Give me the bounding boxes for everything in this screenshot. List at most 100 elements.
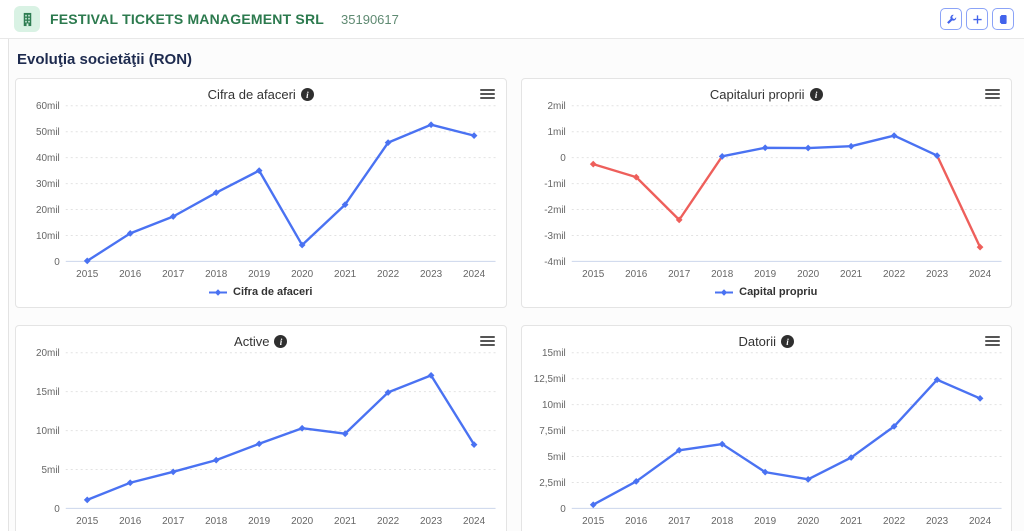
svg-text:7,5mil: 7,5mil xyxy=(539,426,566,437)
chart-menu-button[interactable] xyxy=(479,336,495,346)
svg-text:2020: 2020 xyxy=(797,516,820,527)
svg-text:2020: 2020 xyxy=(291,269,314,280)
chart-legend[interactable]: Capital propriu xyxy=(522,286,1012,298)
chart-title-text: Cifra de afaceri xyxy=(207,87,296,102)
info-icon[interactable]: i xyxy=(781,335,795,348)
svg-text:60mil: 60mil xyxy=(36,101,60,112)
svg-text:2015: 2015 xyxy=(582,516,605,527)
chart-card-cifra-de-afaceri: Cifra de afaceri i 0 10mil 20mil 30mil 40mil… xyxy=(15,78,507,308)
report-button[interactable] xyxy=(992,8,1014,30)
chart-card-datorii: Datorii i 0 2,5mil 5mil 7,5mil 10mil 12,5mil 1… xyxy=(520,325,1012,531)
svg-text:2022: 2022 xyxy=(377,269,400,280)
chart-canvas-cifra-de-afaceri: 0 10mil 20mil 30mil 40mil 50mil 60mil 2015 2016 2… xyxy=(36,101,496,280)
svg-text:2016: 2016 xyxy=(625,269,648,280)
main-content: Evoluţia societăţii (RON) Cifra de aface… xyxy=(8,39,1024,531)
chart-legend[interactable]: Cifra de afaceri xyxy=(16,286,506,298)
svg-text:2023: 2023 xyxy=(420,269,443,280)
charts-grid: Cifra de afaceri i 0 10mil 20mil 30mil 40mil… xyxy=(15,78,1012,531)
svg-text:20mil: 20mil xyxy=(36,205,60,216)
company-name: FESTIVAL TICKETS MANAGEMENT SRL xyxy=(50,11,325,27)
svg-text:0: 0 xyxy=(560,504,566,515)
svg-text:-3mil: -3mil xyxy=(544,231,566,242)
chart-title: Active i xyxy=(16,334,506,349)
chart-canvas-active: 0 5mil 10mil 15mil 20mil 2015 2016 2017 2018 2019… xyxy=(36,348,496,527)
settings-button[interactable] xyxy=(940,8,962,30)
svg-text:50mil: 50mil xyxy=(36,127,60,138)
svg-text:10mil: 10mil xyxy=(36,426,60,437)
chart-title: Capitaluri proprii i xyxy=(522,87,1012,102)
svg-text:2017: 2017 xyxy=(162,269,185,280)
document-icon xyxy=(998,14,1009,25)
legend-label: Capital propriu xyxy=(739,286,818,298)
svg-text:2022: 2022 xyxy=(883,269,906,280)
svg-text:2015: 2015 xyxy=(582,269,605,280)
svg-text:15mil: 15mil xyxy=(36,387,60,398)
svg-text:2017: 2017 xyxy=(668,516,691,527)
chart-canvas-capitaluri-proprii: 2mil 1mil 0 -1mil -2mil -3mil -4mil 2015 2016 201… xyxy=(544,101,1002,280)
svg-text:2019: 2019 xyxy=(754,269,777,280)
svg-text:2016: 2016 xyxy=(625,516,648,527)
add-button[interactable] xyxy=(966,8,988,30)
svg-text:2016: 2016 xyxy=(119,516,142,527)
chart-canvas-datorii: 0 2,5mil 5mil 7,5mil 10mil 12,5mil 15mil 2015 20… xyxy=(533,348,1002,527)
svg-text:2023: 2023 xyxy=(420,516,443,527)
svg-text:1mil: 1mil xyxy=(547,127,565,138)
svg-text:-4mil: -4mil xyxy=(544,257,566,268)
svg-text:2,5mil: 2,5mil xyxy=(539,478,566,489)
wrench-icon xyxy=(946,14,957,25)
svg-text:2018: 2018 xyxy=(711,269,734,280)
legend-marker-icon xyxy=(715,288,734,296)
svg-text:2022: 2022 xyxy=(377,516,400,527)
svg-text:2020: 2020 xyxy=(291,516,314,527)
svg-text:10mil: 10mil xyxy=(36,231,60,242)
svg-text:-2mil: -2mil xyxy=(544,205,566,216)
svg-text:20mil: 20mil xyxy=(36,348,60,359)
svg-text:2021: 2021 xyxy=(334,516,357,527)
chart-card-active: Active i 0 5mil 10mil 15mil 20mil 2015 2016 201… xyxy=(15,325,507,531)
svg-text:2018: 2018 xyxy=(205,269,228,280)
company-id: 35190617 xyxy=(341,11,399,27)
svg-text:2mil: 2mil xyxy=(547,101,565,112)
header-toolbar xyxy=(940,8,1014,30)
svg-text:40mil: 40mil xyxy=(36,153,60,164)
svg-text:15mil: 15mil xyxy=(542,348,566,359)
chart-title-text: Datorii xyxy=(738,334,777,349)
svg-text:2021: 2021 xyxy=(334,269,357,280)
svg-text:2018: 2018 xyxy=(711,516,734,527)
chart-menu-button[interactable] xyxy=(985,89,1000,99)
info-icon[interactable]: i xyxy=(809,88,823,101)
info-icon[interactable]: i xyxy=(300,88,314,101)
company-brand: FESTIVAL TICKETS MANAGEMENT SRL 35190617 xyxy=(14,6,399,32)
svg-text:2024: 2024 xyxy=(969,269,992,280)
svg-text:2019: 2019 xyxy=(248,269,271,280)
svg-text:0: 0 xyxy=(54,504,60,515)
svg-text:2024: 2024 xyxy=(969,516,992,527)
svg-text:2017: 2017 xyxy=(668,269,691,280)
svg-text:2017: 2017 xyxy=(162,516,185,527)
info-icon[interactable]: i xyxy=(274,335,288,348)
svg-text:2023: 2023 xyxy=(926,269,949,280)
svg-text:2015: 2015 xyxy=(76,269,99,280)
svg-text:30mil: 30mil xyxy=(36,179,60,190)
svg-text:2018: 2018 xyxy=(205,516,228,527)
page-title: Evoluţia societăţii (RON) xyxy=(17,51,193,68)
svg-text:-1mil: -1mil xyxy=(544,179,566,190)
svg-text:2021: 2021 xyxy=(840,516,863,527)
legend-label: Cifra de afaceri xyxy=(233,286,313,298)
chart-menu-button[interactable] xyxy=(479,89,495,99)
app-header: FESTIVAL TICKETS MANAGEMENT SRL 35190617 xyxy=(0,0,1024,39)
svg-text:2023: 2023 xyxy=(926,516,949,527)
svg-text:2024: 2024 xyxy=(463,269,486,280)
legend-marker-icon xyxy=(209,288,227,296)
hamburger-icon xyxy=(985,89,1000,91)
svg-text:0: 0 xyxy=(560,153,566,164)
svg-text:2016: 2016 xyxy=(119,269,142,280)
chart-menu-button[interactable] xyxy=(985,336,1000,346)
svg-text:2015: 2015 xyxy=(76,516,99,527)
plus-icon xyxy=(972,14,983,25)
hamburger-icon xyxy=(479,89,495,91)
svg-text:0: 0 xyxy=(54,257,60,268)
svg-text:2019: 2019 xyxy=(248,516,271,527)
chart-title-text: Active xyxy=(234,334,270,349)
svg-text:5mil: 5mil xyxy=(42,465,60,476)
